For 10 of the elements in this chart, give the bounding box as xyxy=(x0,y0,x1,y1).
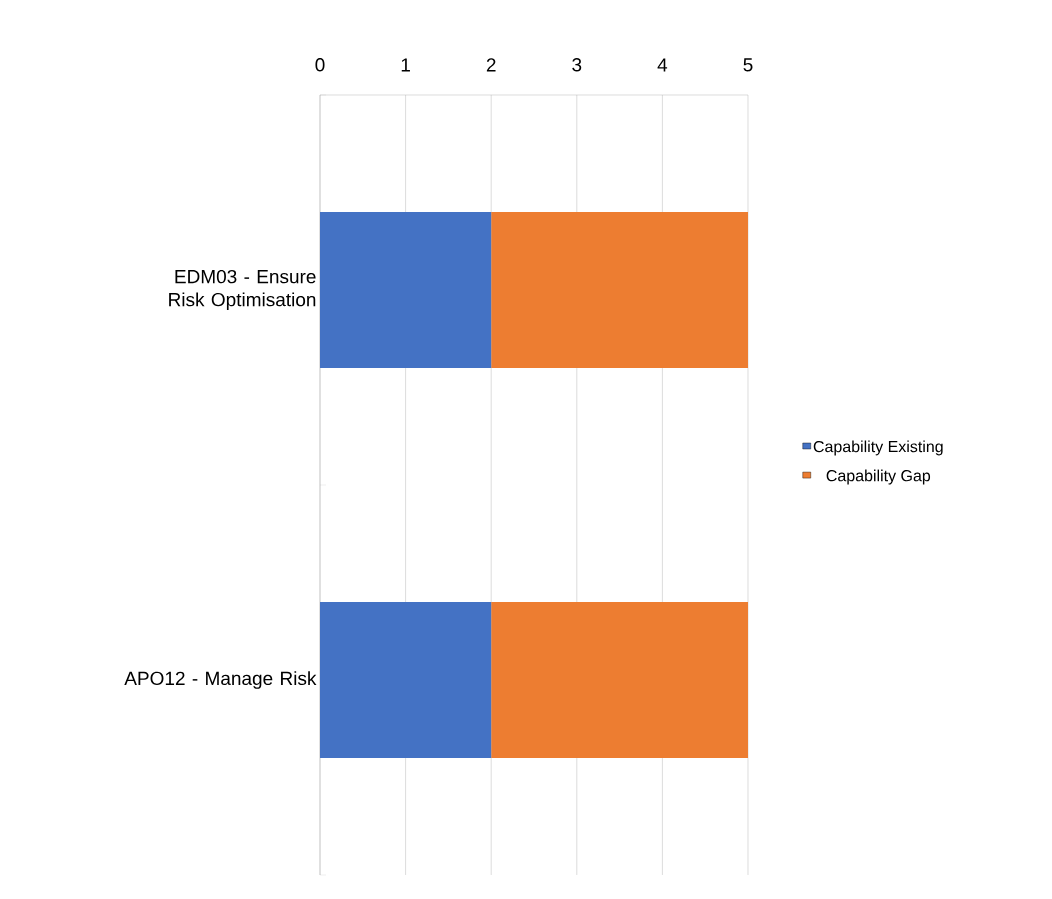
legend-label: Capability Existing xyxy=(813,440,943,456)
legend-label: Capability Gap xyxy=(826,469,931,485)
x-tick-label: 3 xyxy=(572,58,582,72)
y-tick-label: APO12 - Manage Risk xyxy=(124,671,317,689)
y-tick-label: EDM03 - Ensure Risk Optimisation xyxy=(169,269,316,311)
x-tick-label: 1 xyxy=(401,58,410,72)
x-tick-label: 4 xyxy=(657,58,668,72)
x-tick-label: 5 xyxy=(743,58,753,72)
x-tick-label: 0 xyxy=(315,58,325,72)
x-tick-label: 2 xyxy=(486,58,496,72)
